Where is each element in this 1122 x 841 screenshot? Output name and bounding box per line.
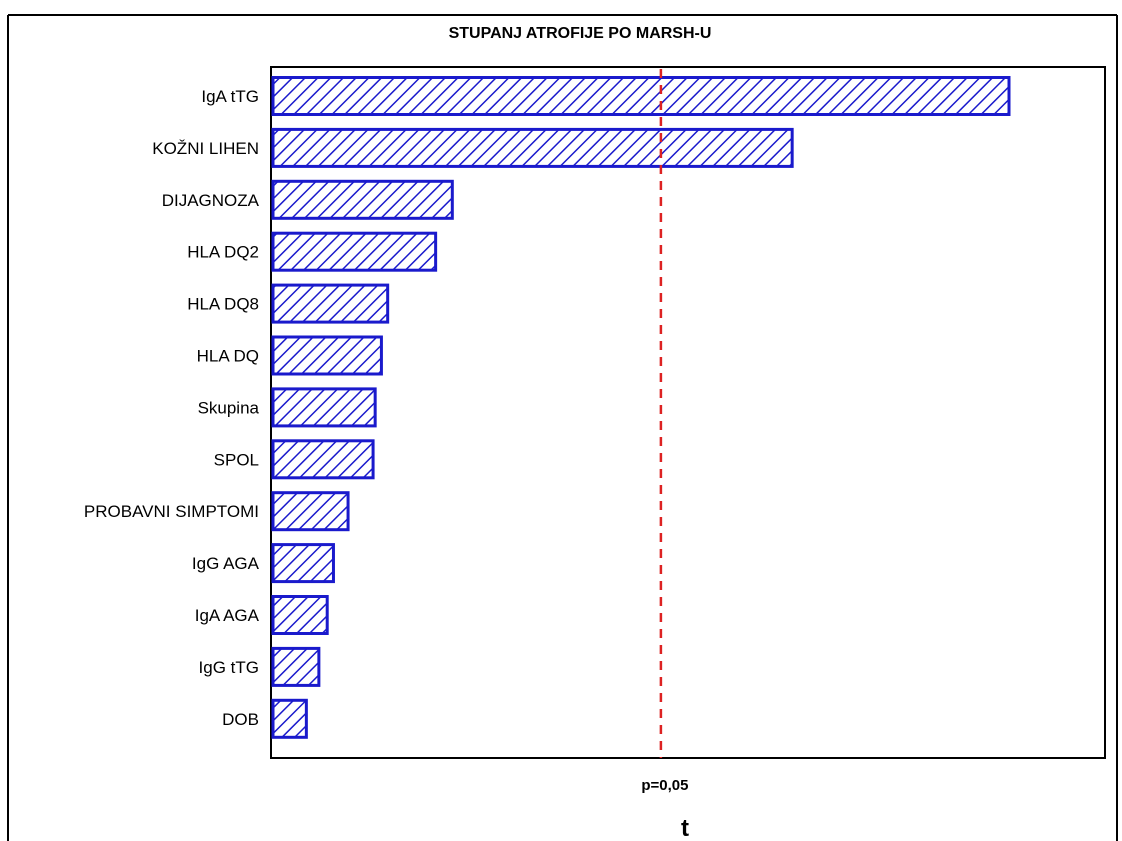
chart-title: STUPANJ ATROFIJE PO MARSH-U <box>449 25 712 42</box>
bar <box>271 543 335 584</box>
bar <box>271 439 375 480</box>
bar <box>271 491 350 532</box>
category-label: IgA AGA <box>195 606 260 625</box>
bars-layer <box>271 76 1011 739</box>
category-label: IgG tTG <box>199 658 259 677</box>
category-label: SPOL <box>214 450 259 469</box>
category-label: Skupina <box>198 398 260 417</box>
category-label: DIJAGNOZA <box>162 191 260 210</box>
plot-frame <box>270 66 1106 759</box>
category-label: IgG AGA <box>192 554 260 573</box>
bar <box>271 76 1011 116</box>
bar <box>271 387 377 428</box>
bar <box>271 646 321 687</box>
category-label: HLA DQ2 <box>187 243 259 262</box>
bar <box>271 283 390 324</box>
bar <box>271 595 329 635</box>
category-labels: IgA tTG KOŽNI LIHEN DIJAGNOZA HLA DQ2 HLA DQ… <box>84 87 260 729</box>
bar <box>271 335 383 376</box>
x-axis-label: t <box>681 815 689 841</box>
category-label: KOŽNI LIHEN <box>152 139 259 158</box>
category-label: IgA tTG <box>201 87 259 106</box>
bar <box>271 179 454 220</box>
category-label: PROBAVNI SIMPTOMI <box>84 502 259 521</box>
bar <box>271 698 308 739</box>
category-label: HLA DQ8 <box>187 295 259 314</box>
bar <box>271 231 438 272</box>
category-label: DOB <box>222 710 259 729</box>
reference-line-label: p=0,05 <box>641 777 688 794</box>
bar <box>271 127 794 168</box>
category-label: HLA DQ <box>197 347 259 366</box>
